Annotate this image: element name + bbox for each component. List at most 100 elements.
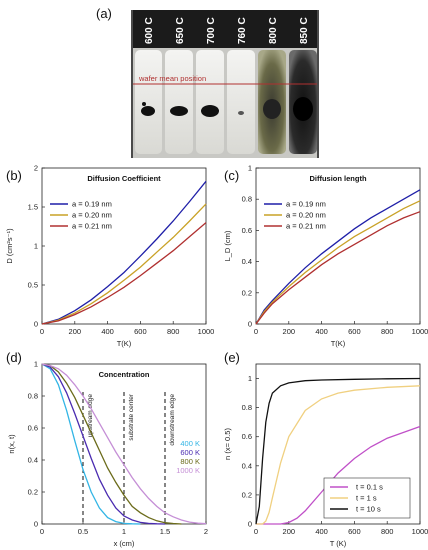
series-line xyxy=(41,363,182,525)
x-tick-label: 0 xyxy=(254,527,258,536)
chart-title: Diffusion Coefficient xyxy=(87,174,161,183)
x-tick-label: 1 xyxy=(122,527,126,536)
tube-760 xyxy=(227,50,255,154)
temperature-label: 650 C xyxy=(175,17,186,44)
plot-area xyxy=(255,167,421,325)
chart-diffusion-coefficient: 0 200 400 600 800 1000 0 0.5 1 1.5 2 T(K) D (cm²s⁻¹)… xyxy=(5,164,214,349)
legend-label: a = 0.19 nm xyxy=(286,200,326,209)
temperature-label: 800 C xyxy=(268,17,279,44)
vertical-marker-label: downstream edge xyxy=(169,394,176,446)
series-line xyxy=(41,180,207,325)
series-line xyxy=(255,200,421,325)
legend-label: 400 K xyxy=(180,439,200,448)
y-tick-label: 0.6 xyxy=(242,432,252,441)
y-tick-label: 1 xyxy=(248,374,252,383)
x-tick-label: 1000 xyxy=(412,527,428,536)
legend-label: a = 0.21 nm xyxy=(286,222,326,231)
x-tick-label: 800 xyxy=(381,327,394,336)
temperature-label: 850 C xyxy=(299,17,310,44)
y-tick-label: 1.5 xyxy=(28,203,38,212)
y-tick-label: 0.4 xyxy=(242,461,252,470)
legend-label: 800 K xyxy=(180,457,200,466)
y-tick-label: 0.2 xyxy=(242,490,252,499)
y-tick-label: 0 xyxy=(34,520,38,529)
x-tick-label: 0 xyxy=(40,527,44,536)
chart-title: Concentration xyxy=(99,370,150,379)
tube-group xyxy=(135,50,317,154)
legend-label: t = 1 s xyxy=(356,494,377,503)
y-tick-label: 1 xyxy=(34,360,38,369)
x-tick-label: 2 xyxy=(204,527,208,536)
series-line xyxy=(41,222,207,325)
chart-title: Diffusion length xyxy=(309,174,366,183)
panel-letter-c: (c) xyxy=(224,168,240,183)
x-axis-label: T (K) xyxy=(330,539,347,548)
temperature-label: 600 C xyxy=(144,17,155,44)
panel-letter-d: (d) xyxy=(6,350,22,365)
chart-diffusion-length: 0 200 400 600 800 1000 0 0.2 0.4 0.6 0.8 1 T(K) L_D (… xyxy=(223,164,428,349)
series-line xyxy=(255,211,421,325)
y-tick-label: 0.4 xyxy=(242,257,252,266)
series-line xyxy=(41,363,207,525)
x-tick-label: 1.5 xyxy=(160,527,170,536)
temperature-labels: 600 C 650 C 700 C 760 C 800 C 850 C xyxy=(144,17,310,44)
x-tick-label: 800 xyxy=(381,527,394,536)
x-tick-label: 1000 xyxy=(412,327,428,336)
chart-concentration: 0 0.5 1 1.5 2 0 0.2 0.4 0.6 0.8 1 x (cm) n(x, t) Conc… xyxy=(7,360,208,549)
series-line xyxy=(41,203,207,325)
temperature-label: 760 C xyxy=(237,17,248,44)
panel-letter-a: (a) xyxy=(96,6,112,21)
chart-concentration-vs-temperature: 0 200 400 600 800 1000 0 0.2 0.4 0.6 0.8 1 T (K) n (x… xyxy=(223,363,428,548)
tube-650 xyxy=(165,50,193,154)
y-axis-label: n (x= 0.5) xyxy=(223,428,232,460)
y-tick-label: 1 xyxy=(248,164,252,173)
legend-label: a = 0.21 nm xyxy=(72,222,112,231)
tube-600 xyxy=(135,50,162,154)
x-axis-label: T(K) xyxy=(117,339,132,348)
x-axis-label: T(K) xyxy=(331,339,346,348)
y-tick-label: 0.8 xyxy=(28,392,38,401)
series-line xyxy=(255,189,421,325)
y-tick-label: 0.2 xyxy=(242,288,252,297)
legend-label: 1000 K xyxy=(176,466,200,475)
y-tick-label: 0 xyxy=(248,320,252,329)
y-tick-label: 0.6 xyxy=(28,424,38,433)
legend-label: a = 0.19 nm xyxy=(72,200,112,209)
legend-label: t = 10 s xyxy=(356,505,381,514)
x-axis-label: x (cm) xyxy=(114,539,135,548)
vertical-marker-label: upstream edge xyxy=(87,394,94,438)
legend-label: a = 0.20 nm xyxy=(72,211,112,220)
panel-letter-b: (b) xyxy=(6,168,22,183)
legend-label: t = 0.1 s xyxy=(356,483,383,492)
deposit-spots xyxy=(141,97,313,121)
panel-letter-e: (e) xyxy=(224,350,240,365)
x-tick-label: 200 xyxy=(283,527,296,536)
series-line xyxy=(256,425,421,525)
mean-position-label: wafer mean position xyxy=(138,74,206,83)
series-line xyxy=(41,363,141,525)
x-tick-label: 0 xyxy=(254,327,258,336)
x-tick-label: 400 xyxy=(315,527,328,536)
x-tick-label: 600 xyxy=(348,527,361,536)
y-tick-label: 0 xyxy=(248,520,252,529)
y-tick-label: 0 xyxy=(34,320,38,329)
x-tick-label: 600 xyxy=(134,327,147,336)
series-line xyxy=(255,377,421,525)
x-tick-label: 1000 xyxy=(198,327,214,336)
plot-area xyxy=(41,167,207,325)
series-line xyxy=(41,363,166,525)
series-line xyxy=(256,385,421,525)
x-tick-label: 200 xyxy=(283,327,296,336)
y-axis-label: n(x, t) xyxy=(7,434,16,454)
y-axis-label: D (cm²s⁻¹) xyxy=(5,228,14,264)
x-tick-label: 800 xyxy=(167,327,180,336)
x-tick-label: 600 xyxy=(348,327,361,336)
y-tick-label: 0.8 xyxy=(242,403,252,412)
y-tick-label: 0.8 xyxy=(242,195,252,204)
y-tick-label: 2 xyxy=(34,164,38,173)
legend-label: a = 0.20 nm xyxy=(286,211,326,220)
vertical-marker-label: substrate center xyxy=(128,393,135,440)
x-tick-label: 400 xyxy=(315,327,328,336)
legend-label: 600 K xyxy=(180,448,200,457)
y-tick-label: 0.4 xyxy=(28,456,38,465)
